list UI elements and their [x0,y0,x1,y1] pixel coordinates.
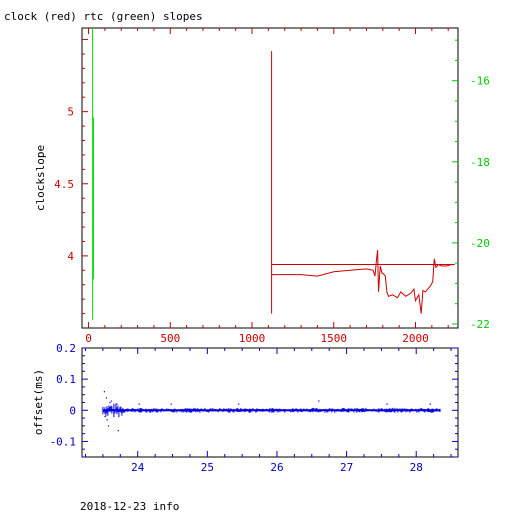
offset-outlier-point [318,400,320,402]
y-right-tick-label: -16 [470,75,490,88]
y-right-tick-label: -18 [470,156,490,169]
offset-x-tick-label: 27 [340,461,353,474]
offset-panel: offset(ms) 24 25 26 27 28 -0.1 0 0.1 0.2 [32,342,459,474]
top-y-left-ticks: 44.55 [54,39,88,315]
offset-x-tick-label: 24 [131,461,145,474]
y-right-tick-label: -20 [470,237,490,250]
clock-slope-panel: clock (red) rtc (green) slopes clockslop… [4,10,490,345]
x-tick-label: 500 [160,332,180,345]
y-left-tick-label: 4 [67,250,74,263]
offset-y-tick-label: 0.2 [56,342,76,355]
offset-outlier-point [104,416,106,418]
offset-x-tick-label: 25 [201,461,214,474]
offset-outlier-point [238,403,240,405]
chart-title: clock (red) rtc (green) slopes [4,10,203,23]
top-y-axis-label: clockslope [34,145,47,211]
top-series [92,28,455,320]
offset-outlier-point [106,419,108,421]
clock-series-line [271,250,455,314]
x-tick-label: 1000 [239,332,266,345]
offset-outlier-point [117,430,119,432]
offset-y-tick-label: 0.1 [56,373,76,386]
offset-outlier-point [116,403,118,405]
offset-outlier-point [107,425,110,427]
offset-y-tick-label: 0 [69,404,76,417]
bottom-series [102,391,441,432]
bottom-plot-frame [81,347,459,458]
offset-x-tick-label: 28 [410,461,423,474]
x-tick-label: 1500 [321,332,348,345]
top-plot-frame [81,27,459,329]
offset-outlier-point [386,403,388,405]
offset-outlier-point [138,403,140,405]
offset-y-tick-label: -0.1 [50,435,77,448]
offset-outlier-point [109,402,111,404]
top-y-right-ticks: -22 -20 -18 -16 [452,39,490,331]
footer-label: 2018-12-23 info [80,500,179,512]
offset-outlier-point [103,391,105,393]
bottom-y-ticks: -0.1 0 0.1 0.2 [50,342,458,458]
offset-outlier-point [105,397,108,399]
x-tick-label: 2000 [402,332,429,345]
offset-outlier-point [110,400,112,402]
offset-outlier-point [429,403,431,405]
x-tick-label: 0 [85,332,92,345]
bottom-y-axis-label: offset(ms) [32,369,45,435]
offset-x-tick-label: 26 [270,461,283,474]
offset-outlier-point [170,403,172,405]
top-x-ticks: 0 500 1000 1500 2000 [85,28,449,345]
y-right-tick-label: -22 [470,318,490,331]
y-left-tick-label: 4.5 [54,178,74,191]
y-left-tick-label: 5 [67,106,74,119]
bottom-x-ticks: 24 25 26 27 28 [84,348,452,474]
